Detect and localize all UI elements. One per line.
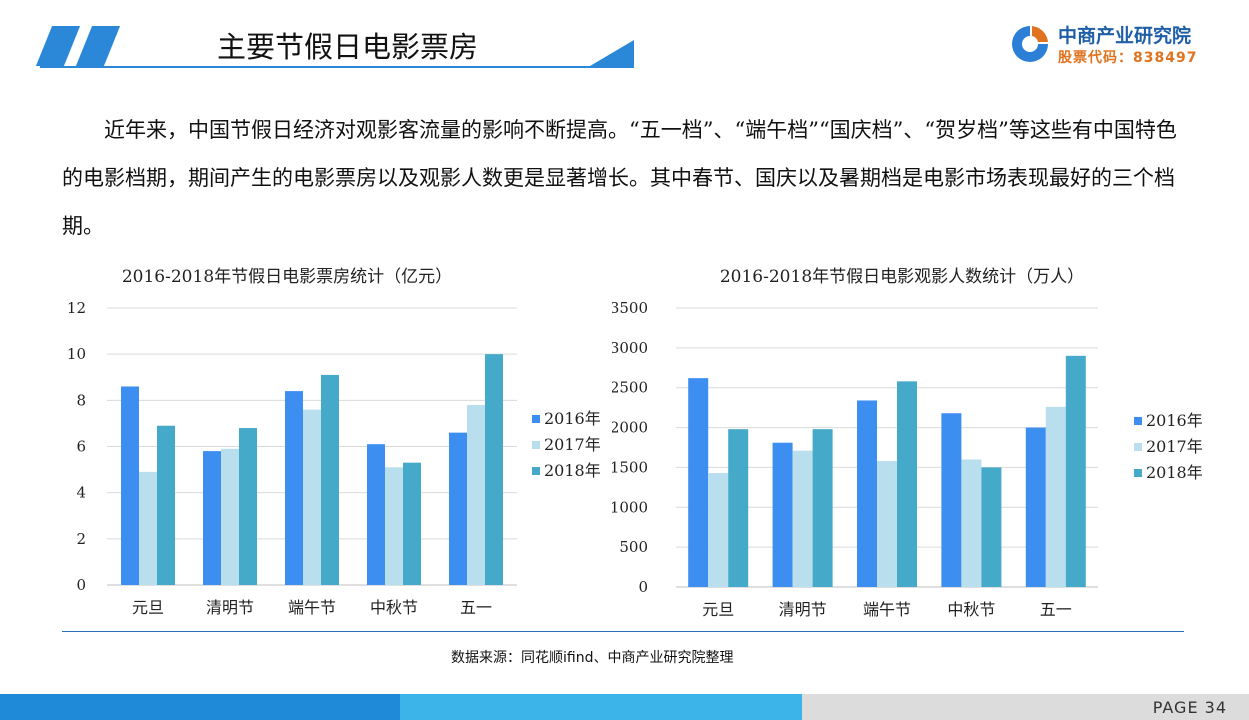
page-title: 主要节假日电影票房: [217, 30, 479, 64]
bar: [688, 378, 709, 587]
bar: [812, 429, 833, 587]
bar: [403, 462, 421, 585]
y-tick-label: 2: [76, 530, 86, 548]
bar: [157, 425, 175, 585]
bar: [1025, 427, 1046, 587]
data-source-note: 数据来源：同花顺ifind、中商产业研究院整理: [451, 650, 734, 666]
bar: [792, 450, 813, 587]
bar: [449, 432, 467, 585]
title-triangle: [590, 40, 634, 66]
x-category-label: 清明节: [206, 598, 254, 617]
bar: [941, 413, 962, 587]
bar: [1045, 406, 1066, 587]
legend-swatch: [532, 467, 540, 475]
x-category-label: 五一: [1040, 600, 1072, 619]
x-category-label: 元旦: [132, 598, 164, 617]
chart-title: 2016-2018年节假日电影票房统计（亿元）: [122, 267, 452, 287]
y-tick-label: 0: [76, 576, 86, 594]
y-tick-label: 1000: [612, 498, 648, 516]
bar: [708, 473, 729, 587]
legend-label: 2017年: [1146, 437, 1203, 456]
legend-swatch: [532, 415, 540, 423]
y-tick-label: 3500: [612, 299, 648, 317]
footer-bar-gray: [802, 694, 1249, 720]
bar: [485, 354, 503, 585]
legend-swatch: [532, 441, 540, 449]
y-tick-label: 0: [638, 578, 648, 596]
legend-swatch: [1134, 417, 1142, 425]
y-tick-label: 3000: [612, 339, 648, 357]
title-underline: [40, 66, 634, 68]
bar: [728, 429, 749, 587]
bar: [772, 442, 793, 587]
bar: [1065, 355, 1086, 587]
x-category-label: 清明节: [779, 600, 827, 619]
bar: [203, 451, 221, 585]
x-category-label: 中秋节: [947, 600, 995, 619]
y-tick-label: 4: [76, 484, 86, 502]
brand-logo-icon: [1012, 26, 1048, 62]
y-tick-label: 2500: [612, 379, 648, 397]
y-tick-label: 8: [76, 391, 86, 409]
footer-bar-blue: [0, 694, 400, 720]
audience-chart: 2016-2018年节假日电影观影人数统计（万人） 0 500 1000 1500 200…: [612, 267, 1203, 619]
header-stripe-2: [75, 26, 121, 66]
bar: [303, 409, 321, 585]
bar: [139, 471, 157, 585]
x-category-label: 五一: [460, 598, 492, 617]
bar: [877, 461, 897, 587]
legend-label: 2018年: [1146, 463, 1203, 482]
bar: [897, 381, 917, 587]
bar: [285, 391, 303, 585]
x-category-label: 端午节: [288, 598, 336, 617]
legend-label: 2017年: [544, 435, 601, 454]
bar: [467, 404, 485, 585]
bar: [121, 386, 139, 585]
intro-paragraph: 近年来，中国节假日经济对观影客流量的影响不断提高。“五一档”、“端午档”“国庆档…: [62, 118, 1177, 238]
header-stripe-1: [35, 26, 81, 66]
legend-swatch: [1134, 469, 1142, 477]
y-tick-label: 2000: [612, 419, 648, 437]
bar: [961, 459, 982, 587]
bar: [221, 448, 239, 585]
y-tick-label: 10: [67, 345, 86, 363]
bar: [385, 467, 403, 585]
legend-label: 2016年: [1146, 411, 1203, 430]
box-office-chart: 2016-2018年节假日电影票房统计（亿元） 0 2 4 6 8 10 12 元旦 清明节 端午节…: [67, 267, 601, 617]
x-category-label: 元旦: [702, 600, 734, 619]
x-category-label: 端午节: [863, 600, 911, 619]
footer-bar-lightblue: [400, 694, 802, 720]
y-tick-label: 6: [76, 438, 86, 456]
brand-stock-code: 股票代码：838497: [1058, 50, 1198, 66]
x-category-label: 中秋节: [370, 598, 418, 617]
y-tick-label: 500: [619, 538, 648, 556]
y-tick-label: 12: [67, 299, 86, 317]
bar: [981, 467, 1002, 587]
bar: [367, 444, 385, 585]
chart-title: 2016-2018年节假日电影观影人数统计（万人）: [720, 267, 1084, 287]
footer-separator: [62, 631, 1184, 632]
brand-name: 中商产业研究院: [1058, 25, 1192, 47]
legend-label: 2016年: [544, 409, 601, 428]
y-tick-label: 1500: [612, 458, 648, 476]
page-number: PAGE 34: [1152, 698, 1227, 717]
legend-swatch: [1134, 443, 1142, 451]
bar: [239, 428, 257, 585]
bar: [321, 374, 339, 585]
legend-label: 2018年: [544, 461, 601, 480]
bar: [857, 400, 877, 587]
